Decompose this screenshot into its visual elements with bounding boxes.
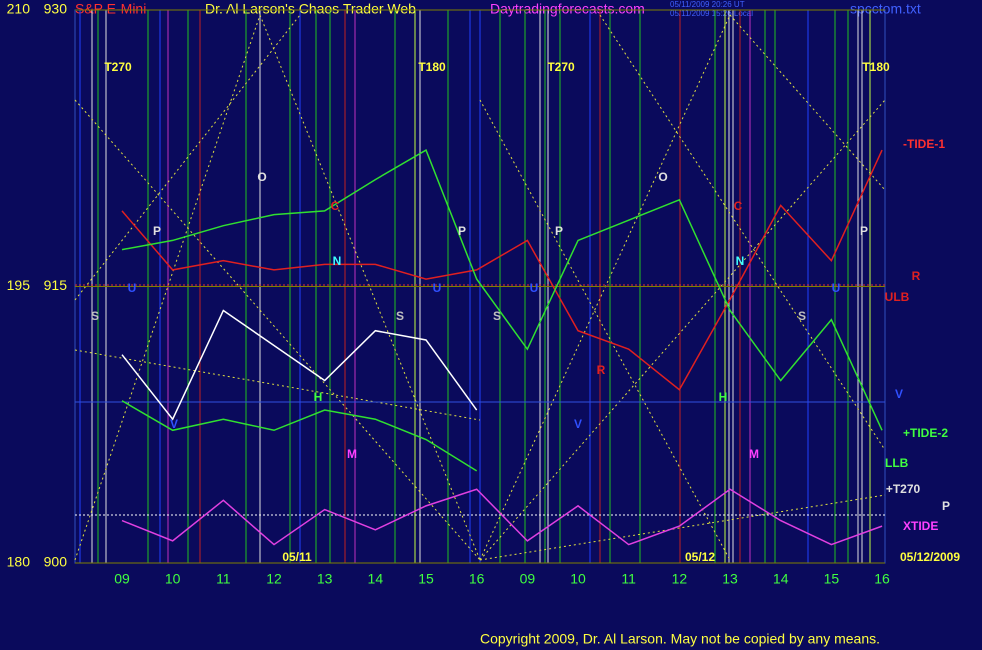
y2-tick-label: 900	[44, 554, 68, 570]
annotation: M	[749, 447, 759, 461]
series-line	[121, 488, 883, 546]
x-tick-label: 12	[266, 571, 282, 587]
angle-line	[599, 14, 886, 451]
annotation: N	[736, 254, 745, 268]
annotation: O	[257, 170, 266, 184]
chart-subtitle: Dr. Al Larson's Chaos Trader Web	[205, 1, 416, 17]
y2-tick-label: 930	[44, 1, 68, 17]
angle-line	[729, 14, 886, 191]
annotation: R	[597, 363, 606, 377]
angle-line	[479, 99, 886, 561]
x-tick-label: 14	[773, 571, 789, 587]
annotation: 05/12/2009	[900, 550, 960, 564]
annotation: V	[170, 417, 178, 431]
annotation: C	[331, 199, 340, 213]
annotation: S	[396, 309, 404, 323]
annotation: T270	[104, 60, 132, 74]
site: Daytradingforecasts.com	[490, 1, 645, 17]
annotation: 05/12	[685, 550, 715, 564]
annotation: N	[333, 254, 342, 268]
annotation: 05/11	[282, 550, 312, 564]
angle-line	[74, 349, 481, 421]
series-line	[121, 149, 883, 431]
x-tick-label: 13	[317, 571, 333, 587]
timestamp: 05/11/2009 20:26 UT	[670, 0, 745, 9]
annotation: U	[832, 281, 841, 295]
x-tick-label: 11	[621, 571, 636, 587]
series-label: XTIDE	[903, 519, 938, 533]
annotation: H	[314, 390, 323, 404]
annotation: P	[458, 224, 466, 238]
annotation: S	[91, 309, 99, 323]
annotation: S	[798, 309, 806, 323]
annotation: T180	[418, 60, 446, 74]
annotation: P	[860, 224, 868, 238]
chart-title: S&P E-Mini	[75, 1, 146, 17]
series-line	[121, 400, 478, 472]
y2-tick-label: 915	[44, 277, 68, 293]
annotation: C	[734, 199, 743, 213]
x-tick-label: 10	[570, 571, 586, 587]
series-line	[121, 149, 883, 391]
annotation: ULB	[885, 290, 910, 304]
x-tick-label: 16	[874, 571, 890, 587]
x-tick-label: 13	[722, 571, 738, 587]
annotation: T270	[547, 60, 575, 74]
angle-line	[479, 494, 886, 561]
y-tick-label: 180	[7, 554, 31, 570]
annotation: V	[574, 417, 582, 431]
x-tick-label: 10	[165, 571, 181, 587]
x-tick-label: 11	[216, 571, 231, 587]
angle-line	[74, 14, 261, 561]
annotation: P	[555, 224, 563, 238]
annotation: U	[530, 281, 539, 295]
x-tick-label: 09	[520, 571, 536, 587]
annotation: U	[433, 281, 442, 295]
file-name: spcctom.txt	[850, 1, 921, 17]
annotation: O	[658, 170, 667, 184]
timestamp: 05/11/2009 15:26 Local	[670, 9, 753, 18]
x-tick-label: 15	[418, 571, 434, 587]
angle-line	[74, 99, 481, 561]
series-label: LLB	[885, 456, 909, 470]
y-tick-label: 210	[7, 1, 31, 17]
annotation: V	[895, 387, 903, 401]
annotation: P	[153, 224, 161, 238]
series-label: -TIDE-1	[903, 137, 945, 151]
annotation: S	[493, 309, 501, 323]
x-tick-label: 14	[368, 571, 384, 587]
annotation: M	[347, 447, 357, 461]
annotation: +T270	[886, 482, 921, 496]
annotation: R	[912, 269, 921, 283]
annotation: H	[719, 390, 728, 404]
y-tick-label: 195	[7, 277, 31, 293]
angle-line	[74, 14, 301, 301]
series-line	[121, 309, 478, 421]
x-tick-label: 09	[114, 571, 130, 587]
angle-line	[479, 99, 731, 561]
x-tick-label: 16	[469, 571, 485, 587]
series-label: +TIDE-2	[903, 426, 948, 440]
annotation: U	[128, 281, 137, 295]
x-tick-label: 15	[824, 571, 840, 587]
x-tick-label: 12	[672, 571, 688, 587]
annotation: T180	[862, 60, 890, 74]
copyright: Copyright 2009, Dr. Al Larson. May not b…	[480, 631, 880, 647]
annotation: P	[942, 499, 950, 513]
